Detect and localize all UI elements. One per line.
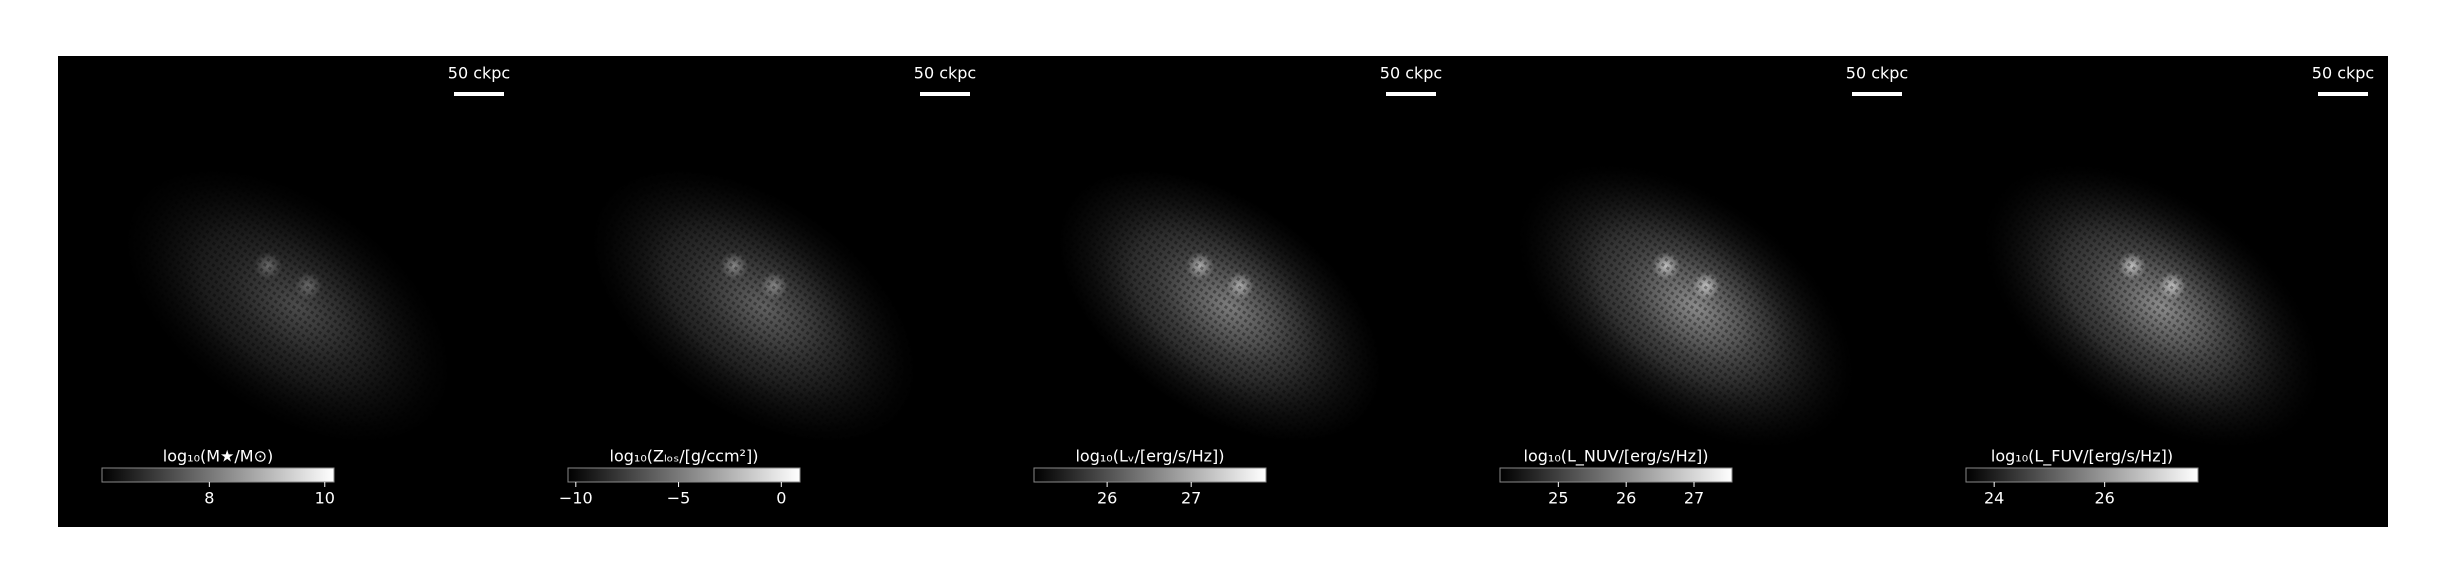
panel: 50 ckpc log₁₀(Zₗₒₛ/[g/ccm²]) −10 −5 0 xyxy=(521,64,987,520)
colorbar xyxy=(567,467,801,483)
panel: 50 ckpc log₁₀(Lᵥ/[erg/s/Hz]) 26 27 xyxy=(987,64,1453,520)
colorbar-tick-label: 27 xyxy=(1684,489,1704,508)
colorbar xyxy=(101,467,335,483)
colorbar-tick-label: 24 xyxy=(1984,489,2004,508)
panel: 50 ckpc log₁₀(L_NUV/[erg/s/Hz]) 25 26 27 xyxy=(1453,64,1919,520)
colorbar-label: log₁₀(Zₗₒₛ/[g/ccm²]) xyxy=(610,447,759,466)
colorbar-tick-label: −5 xyxy=(667,489,691,508)
scale-bar-label: 50 ckpc xyxy=(1846,64,1908,83)
colorbar-label: log₁₀(L_NUV/[erg/s/Hz]) xyxy=(1524,447,1709,467)
colorbar-tick-label: 27 xyxy=(1181,489,1201,508)
colorbar-tick-label: 26 xyxy=(1097,489,1117,508)
colorbar-tick-label: 25 xyxy=(1548,489,1568,508)
scale-bar-label: 50 ckpc xyxy=(448,64,510,83)
scale-bar-label: 50 ckpc xyxy=(914,64,976,83)
panel: 50 ckpc log₁₀(L_FUV/[erg/s/Hz]) 24 26 xyxy=(1919,64,2385,520)
colorbar-tick-label: 26 xyxy=(2094,489,2114,508)
colorbar xyxy=(1499,467,1733,483)
colorbar xyxy=(1033,467,1267,483)
panel: 50 ckpc log₁₀(M★/M⊙) 8 10 xyxy=(55,64,521,520)
colorbar-label: log₁₀(L_FUV/[erg/s/Hz]) xyxy=(1991,447,2173,467)
colorbar-tick-label: 10 xyxy=(315,489,335,508)
colorbar-tick-label: −10 xyxy=(559,489,593,508)
colorbar-tick-label: 8 xyxy=(204,489,214,508)
colorbar-label: log₁₀(Lᵥ/[erg/s/Hz]) xyxy=(1075,447,1224,466)
scale-bar-label: 50 ckpc xyxy=(2312,64,2374,83)
scale-bar-label: 50 ckpc xyxy=(1380,64,1442,83)
colorbar-tick-label: 26 xyxy=(1616,489,1636,508)
colorbar xyxy=(1965,467,2199,483)
colorbar-label: log₁₀(M★/M⊙) xyxy=(163,447,273,466)
colorbar-tick-label: 0 xyxy=(776,489,786,508)
